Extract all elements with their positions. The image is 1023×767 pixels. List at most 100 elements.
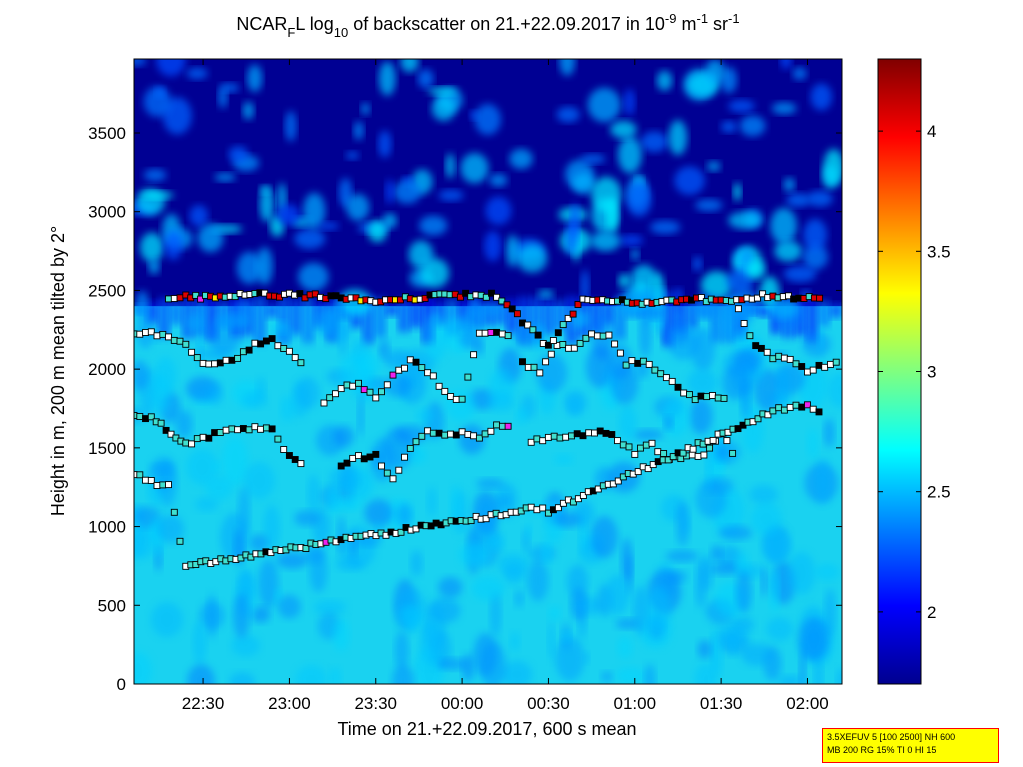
boundary-layer-texture: [567, 395, 582, 416]
plot-area: [134, 59, 842, 684]
aerosol-patch: [385, 179, 394, 205]
layer-marker: [176, 537, 184, 545]
boundary-layer-texture: [396, 503, 413, 527]
layer-marker: [493, 293, 501, 301]
layer-marker: [573, 430, 581, 438]
layer-marker: [467, 517, 475, 525]
layer-marker: [412, 438, 420, 446]
boundary-layer-texture: [615, 667, 646, 684]
layer-marker: [686, 391, 693, 399]
aerosol-patch: [733, 182, 742, 202]
layer-marker: [569, 310, 577, 318]
colorbar: [877, 58, 922, 685]
x-tick-label: 01:00: [614, 694, 657, 713]
boundary-layer-texture: [485, 534, 505, 552]
x-tick-label: 00:00: [441, 694, 484, 713]
aerosol-patch: [474, 103, 501, 136]
plot-frame: [133, 58, 843, 685]
layer-marker: [723, 437, 731, 445]
aerosol-patch: [485, 196, 512, 226]
layer-marker: [170, 508, 178, 516]
layer-marker: [700, 451, 708, 459]
colorbar-ticks: 2 2.5 3 3.5 4: [878, 122, 951, 622]
layer-marker: [274, 342, 282, 350]
aerosol-patch: [294, 228, 326, 249]
aerosol-patch: [419, 215, 448, 236]
boundary-layer-texture: [836, 667, 842, 684]
aerosol-patch: [537, 289, 554, 299]
layer-marker: [285, 347, 293, 355]
layer-marker: [709, 392, 716, 399]
aerosol-patch: [431, 95, 456, 122]
boundary-layer-texture: [199, 601, 225, 630]
aerosol-patch: [626, 181, 652, 217]
layer-marker: [827, 360, 834, 368]
boundary-layer-texture: [475, 302, 504, 317]
layer-marker: [654, 448, 662, 456]
boundary-layer-texture: [799, 649, 807, 684]
boundary-layer-texture: [222, 436, 249, 486]
boundary-layer-texture: [807, 428, 819, 459]
layer-marker: [366, 453, 374, 461]
boundary-layer-texture: [735, 570, 752, 614]
aerosol-patch: [242, 101, 254, 120]
layer-marker: [775, 352, 783, 360]
layer-marker: [401, 364, 408, 372]
layer-marker: [821, 363, 829, 371]
layer-marker: [470, 351, 478, 359]
layer-marker: [228, 356, 236, 364]
boundary-layer-texture: [449, 485, 462, 528]
boundary-layer-texture: [697, 640, 712, 659]
layer-marker: [605, 331, 613, 339]
boundary-layer-texture: [504, 562, 525, 585]
x-tick-label: 23:30: [354, 694, 397, 713]
layer-marker: [297, 460, 305, 468]
layer-marker: [688, 451, 696, 459]
aerosol-patch: [148, 259, 160, 275]
aerosol-patch: [484, 230, 502, 262]
aerosol-patch: [417, 69, 434, 89]
boundary-layer-texture: [527, 559, 549, 602]
aerosol-patch: [303, 192, 326, 229]
layer-marker: [475, 329, 483, 337]
layer-marker: [280, 345, 288, 352]
boundary-layer-texture: [176, 409, 193, 439]
layer-marker: [544, 341, 552, 349]
boundary-layer-texture: [645, 586, 671, 634]
layer-marker: [668, 377, 676, 385]
layer-marker: [619, 441, 627, 449]
layer-marker: [662, 374, 670, 382]
aerosol-patch: [656, 70, 673, 91]
layer-marker: [142, 415, 149, 423]
boundary-layer-texture: [186, 448, 219, 486]
aerosol-patch: [674, 166, 705, 195]
boundary-layer-texture: [779, 367, 793, 403]
aerosol-patch: [783, 177, 795, 192]
layer-marker: [642, 441, 650, 449]
aerosol-patch: [345, 151, 359, 160]
layer-marker: [199, 359, 207, 367]
layer-marker: [697, 392, 705, 400]
layer-marker: [216, 429, 224, 436]
x-axis-label: Time on 21.+22.09.2017, 600 s mean: [337, 719, 636, 739]
boundary-layer-texture: [828, 372, 842, 408]
aerosol-patch: [378, 130, 392, 158]
boundary-layer-texture: [295, 664, 328, 684]
layer-marker: [429, 372, 437, 380]
aerosol-patch: [367, 220, 387, 243]
layer-marker: [176, 294, 184, 302]
boundary-layer-texture: [510, 631, 520, 652]
layer-marker: [481, 329, 489, 337]
boundary-layer-texture: [665, 550, 699, 562]
layer-marker: [798, 363, 806, 370]
boundary-layer-texture: [157, 514, 184, 544]
boundary-layer-texture: [134, 651, 152, 684]
layer-marker: [389, 475, 397, 483]
transition-cell: [302, 296, 314, 344]
layer-marker: [556, 434, 564, 442]
boundary-layer-texture: [608, 344, 632, 380]
boundary-layer-texture: [769, 567, 780, 614]
layer-marker: [752, 342, 760, 350]
boundary-layer-texture: [321, 305, 353, 344]
aerosol-patch: [640, 131, 668, 153]
